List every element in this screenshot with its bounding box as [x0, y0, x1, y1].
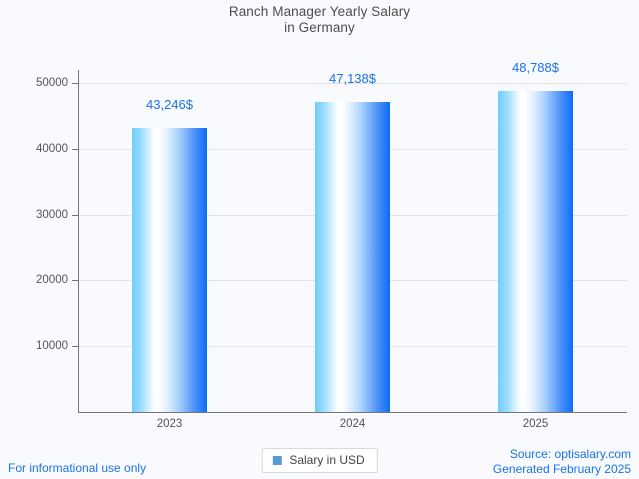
source-text: Source: optisalary.com — [509, 447, 631, 461]
y-axis-tick-label: 50000 — [36, 77, 68, 90]
x-axis-line — [78, 412, 627, 413]
y-axis-tick-mark — [72, 346, 78, 348]
bar-2025[interactable] — [498, 91, 573, 412]
x-axis-tick-label-2023: 2023 — [156, 418, 183, 430]
legend-swatch-icon — [272, 456, 282, 465]
gridline — [78, 83, 627, 85]
bar-2024[interactable] — [315, 101, 390, 412]
y-axis-tick-mark — [72, 280, 78, 282]
bar-value-label-2025: 48,788$ — [512, 60, 559, 76]
y-axis-tick-label: 20000 — [36, 274, 68, 287]
y-axis-tick-label: 10000 — [36, 340, 68, 353]
plot-area — [78, 70, 627, 412]
legend-item-label: Salary in USD — [289, 453, 365, 467]
y-axis-labels: 10000 20000 30000 40000 50000 — [0, 0, 68, 479]
chart-title-line-1: Ranch Manager Yearly Salary — [228, 4, 411, 19]
chart-title-line-2: in Germany — [284, 20, 355, 35]
y-axis-tick-label: 40000 — [36, 142, 68, 155]
bar-value-label-2024: 47,138$ — [329, 70, 376, 86]
disclaimer-text: For informational use only — [8, 461, 147, 475]
source-attribution: Source: optisalary.com Generated Februar… — [493, 447, 631, 477]
x-axis-tick-label-2025: 2025 — [522, 418, 549, 430]
chart-legend[interactable]: Salary in USD — [261, 448, 378, 473]
bar-value-label-2023: 43,246$ — [146, 96, 193, 112]
x-axis-tick-label-2024: 2024 — [339, 418, 366, 430]
y-axis-line — [78, 70, 79, 413]
y-axis-tick-mark — [72, 214, 78, 216]
bar-2023[interactable] — [132, 127, 207, 412]
y-axis-tick-mark — [72, 83, 78, 85]
chart-title: Ranch Manager Yearly Salary in Germany — [0, 4, 639, 36]
generated-date-text: Generated February 2025 — [492, 462, 631, 476]
y-axis-tick-label: 30000 — [36, 208, 68, 221]
y-axis-tick-mark — [72, 148, 78, 150]
